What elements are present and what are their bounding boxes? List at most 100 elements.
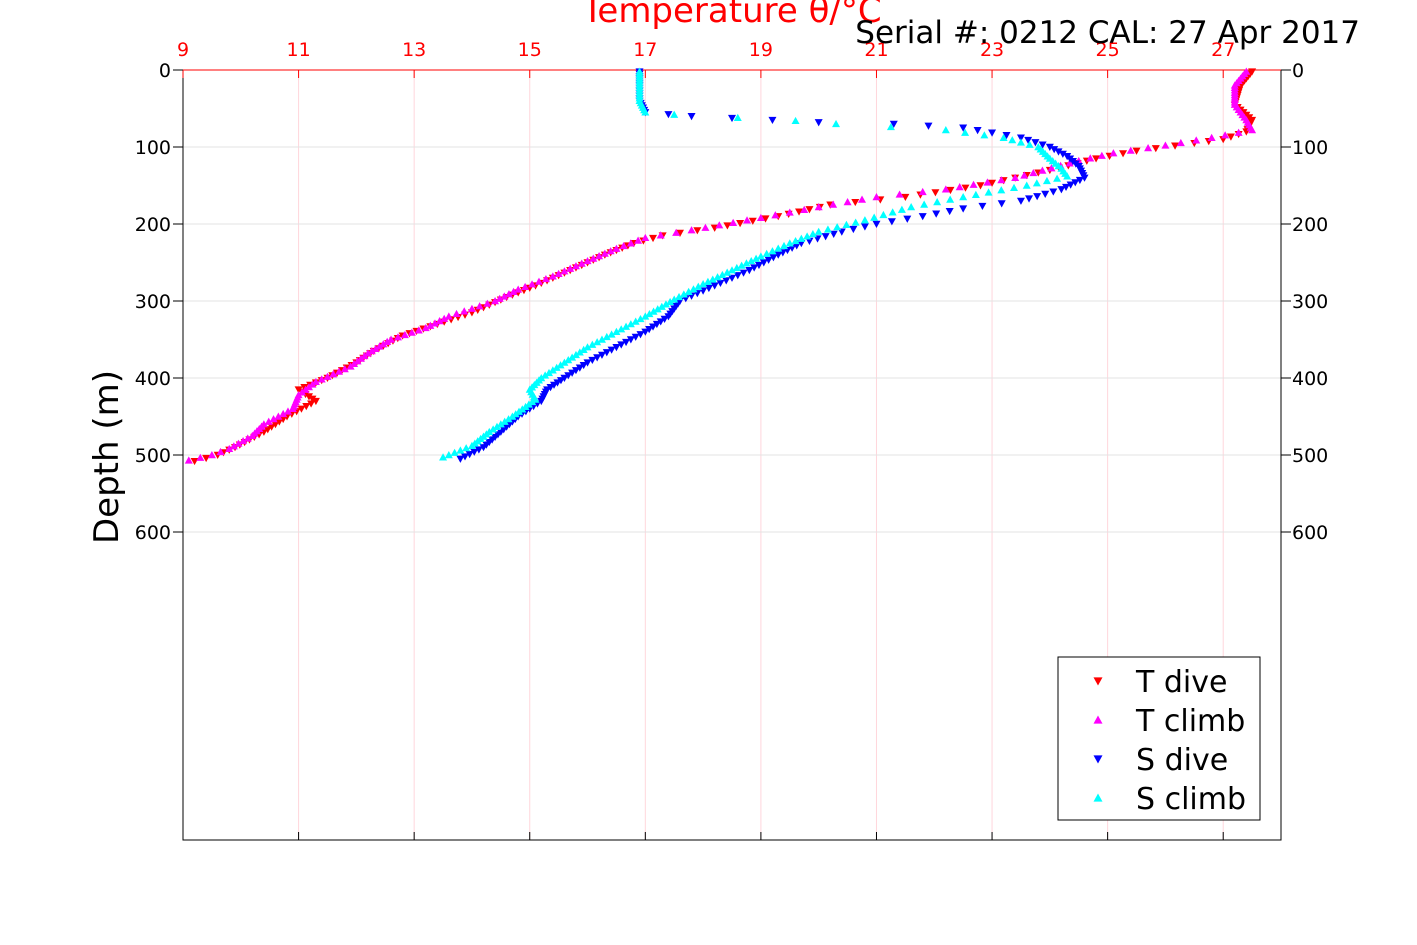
data-point [483, 299, 492, 307]
data-point [728, 274, 736, 282]
data-point [660, 315, 669, 323]
data-point [907, 203, 916, 211]
data-point [641, 312, 650, 320]
data-point [467, 441, 476, 449]
data-point [959, 193, 968, 201]
y-tick-label-right: 500 [1292, 445, 1328, 467]
y-tick-label-left: 500 [135, 445, 171, 467]
data-point [475, 302, 484, 310]
data-point [988, 129, 997, 137]
data-point [508, 412, 517, 420]
data-point [560, 358, 569, 366]
data-markers [184, 67, 1257, 466]
data-point [271, 421, 280, 429]
data-point [792, 242, 801, 250]
y-tick-label-right: 0 [1292, 60, 1304, 82]
data-point [552, 363, 561, 371]
data-point [1066, 181, 1075, 189]
data-point [288, 404, 297, 412]
data-point [1151, 145, 1160, 153]
data-point [666, 297, 675, 306]
data-point [814, 119, 823, 127]
data-point [1092, 155, 1101, 163]
data-point [504, 290, 513, 298]
data-point [649, 307, 658, 315]
data-point [997, 176, 1006, 184]
data-point [933, 198, 942, 206]
data-point [670, 110, 679, 118]
data-point [461, 453, 470, 461]
data-point [612, 344, 621, 352]
data-point [656, 231, 665, 239]
data-point [849, 225, 858, 234]
data-point [607, 330, 616, 338]
data-point [243, 434, 252, 442]
data-point [997, 200, 1006, 208]
data-point [571, 367, 580, 375]
data-point [450, 448, 459, 456]
data-point [626, 336, 635, 344]
data-point [761, 215, 770, 223]
data-point [1176, 138, 1185, 147]
data-point [600, 249, 609, 257]
legend-marker [1093, 715, 1103, 724]
data-point [670, 295, 679, 303]
data-point [973, 127, 982, 135]
data-point [1045, 143, 1054, 151]
data-point [554, 269, 563, 277]
data-point [577, 259, 586, 267]
data-point [335, 367, 344, 375]
x-tick-label: 25 [1096, 39, 1120, 61]
data-point [1050, 146, 1059, 154]
data-point [1047, 164, 1056, 172]
data-point [997, 186, 1006, 194]
data-point [814, 203, 823, 211]
data-point [693, 227, 702, 235]
data-point [920, 200, 929, 208]
data-point [737, 261, 746, 269]
data-point [626, 239, 635, 247]
data-point [607, 346, 616, 354]
data-point [1062, 183, 1071, 192]
legend-box [1057, 656, 1261, 821]
data-point [860, 216, 869, 224]
data-point [664, 313, 673, 321]
data-point [769, 254, 778, 262]
data-point [1011, 173, 1020, 181]
data-point [661, 300, 670, 308]
data-point [1234, 128, 1243, 136]
data-point [575, 348, 584, 356]
data-point [1119, 150, 1128, 158]
data-point [872, 220, 881, 228]
data-point [1075, 176, 1084, 185]
data-point [426, 321, 435, 329]
data-point [716, 279, 725, 288]
data-point [851, 218, 860, 226]
data-point [470, 448, 479, 456]
data-point [1058, 150, 1067, 158]
data-point [924, 122, 933, 130]
data-point [1132, 147, 1141, 155]
data-point [976, 182, 985, 190]
legend-label: S climb [1136, 782, 1246, 817]
data-point [225, 444, 234, 453]
data-point [888, 208, 897, 216]
data-point [771, 211, 780, 219]
data-point [708, 275, 717, 283]
data-point [489, 425, 498, 433]
data-point [689, 285, 698, 293]
data-point [521, 282, 530, 291]
data-point [797, 240, 806, 248]
data-point [379, 340, 388, 348]
data-point [622, 338, 631, 347]
data-point [829, 230, 838, 239]
data-point [462, 444, 471, 452]
data-point [774, 244, 783, 252]
legend-label: T climb [1135, 704, 1245, 739]
data-point [664, 111, 673, 119]
data-point [307, 400, 316, 408]
data-point [858, 195, 867, 203]
data-point [750, 264, 759, 272]
data-point [283, 407, 292, 415]
data-point [184, 456, 193, 464]
